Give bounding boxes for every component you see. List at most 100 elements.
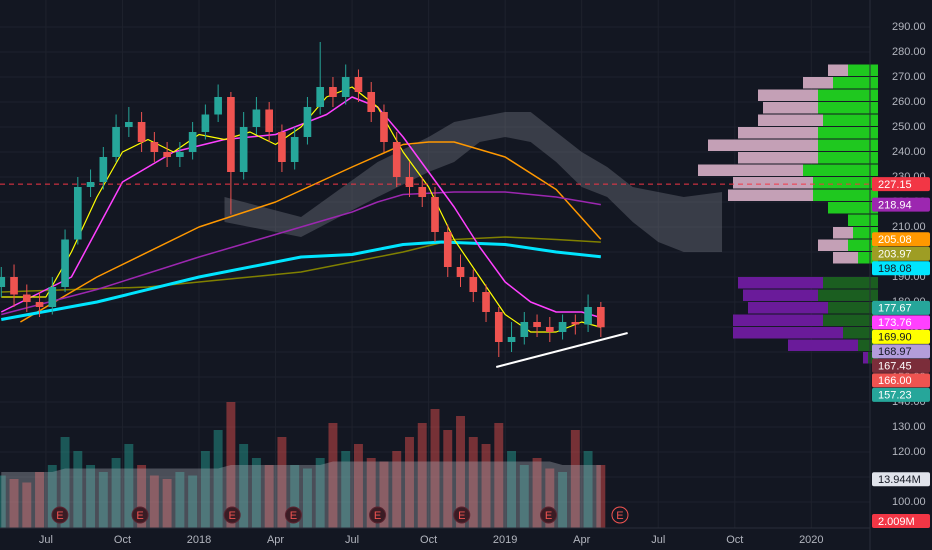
profile-down: [733, 314, 823, 326]
price-label-box: [872, 472, 930, 487]
candle-body: [22, 294, 31, 302]
price-label: 157.23: [878, 390, 912, 402]
candle-body: [558, 322, 567, 332]
volume-bar: [353, 444, 363, 528]
earnings-marker: [284, 506, 302, 524]
volume-bar: [188, 475, 198, 528]
profile-up: [818, 139, 878, 151]
volume-bar: [239, 444, 249, 528]
volume-bar: [277, 437, 287, 528]
volume-bar: [22, 482, 32, 528]
volume-bar: [405, 437, 414, 528]
price-label: 227.15: [878, 179, 912, 191]
profile-up: [818, 152, 878, 164]
volume: [0, 402, 606, 528]
profile-up: [833, 77, 878, 89]
x-tick-label: Apr: [267, 534, 284, 546]
earnings-label: E: [458, 510, 465, 522]
price-label-box: [872, 177, 930, 192]
price-label: 173.76: [878, 317, 912, 329]
indicator-line: [1, 86, 601, 333]
price-label-box: [872, 246, 930, 261]
earnings-marker: [51, 506, 69, 524]
earnings-marker: [369, 506, 387, 524]
price-label: 205.08: [878, 234, 912, 246]
volume-bar: [60, 437, 70, 528]
price-label-box: [872, 387, 930, 402]
profile-down: [758, 114, 823, 126]
profile-down: [698, 164, 803, 176]
candle-body: [494, 312, 503, 342]
candle-body: [456, 267, 465, 277]
candle-body: [329, 87, 337, 97]
y-tick-label: 260.00: [892, 96, 926, 108]
y-tick-label: 100.00: [892, 496, 926, 508]
y-tick-label: 270.00: [892, 71, 926, 83]
volume-bar: [417, 423, 427, 528]
volume-bar: [366, 458, 376, 528]
earnings-label: E: [290, 510, 297, 522]
x-tick-label: Jul: [39, 534, 53, 546]
profile: [698, 64, 878, 364]
x-tick-label: 2018: [187, 534, 211, 546]
volume-bar: [213, 430, 223, 528]
profile-down: [728, 189, 813, 201]
earnings-label: E: [374, 510, 381, 522]
profile-up: [858, 252, 878, 264]
price-label: 177.67: [878, 303, 912, 315]
candle-body: [112, 127, 120, 157]
candle-body: [584, 307, 592, 325]
candle-body: [252, 109, 261, 127]
candle-body: [520, 322, 529, 337]
profile-down: [763, 102, 818, 114]
candle-body: [227, 97, 235, 172]
volume-bar: [47, 465, 57, 528]
earnings-label: E: [228, 510, 235, 522]
indicator-line: [20, 141, 602, 323]
volume-bar: [507, 451, 517, 528]
x-tick-label: 2020: [799, 534, 823, 546]
volume-bar: [162, 479, 172, 528]
profile-up: [828, 202, 878, 214]
profile-up: [818, 127, 878, 139]
candle-body: [48, 287, 57, 307]
volume-bar: [149, 475, 159, 528]
candle-body: [86, 182, 95, 187]
earnings-marker: [453, 506, 471, 524]
candle-body: [380, 112, 388, 142]
earnings-label: E: [136, 510, 143, 522]
candle-body: [73, 187, 82, 240]
x-tick-label: 2019: [493, 534, 517, 546]
price-label-box: [872, 232, 930, 247]
volume-bar: [558, 472, 568, 528]
candle-body: [367, 92, 376, 112]
price-label-box: [872, 373, 930, 388]
price-label: 166.00: [878, 375, 912, 387]
price-label-box: [872, 513, 930, 528]
volume-bar: [35, 472, 45, 528]
y-tick-label: 130.00: [892, 421, 926, 433]
volume-bar: [200, 451, 210, 528]
candle-body: [507, 337, 516, 342]
price-label: 169.90: [878, 332, 912, 344]
profile-down: [733, 177, 813, 189]
earnings-marker: [131, 506, 149, 524]
candle-body: [597, 307, 605, 328]
x-tick-label: Oct: [114, 534, 131, 546]
volume-bar: [9, 479, 19, 528]
volume-bar: [111, 458, 121, 528]
candle-body: [214, 97, 222, 115]
volume-bar: [379, 461, 389, 528]
candle-body: [341, 77, 350, 97]
indicator-line: [495, 332, 628, 368]
volume-bar: [226, 402, 236, 528]
candle-body: [316, 87, 325, 107]
candle-body: [150, 142, 159, 152]
candle-body: [188, 132, 197, 152]
volume-bar: [302, 468, 312, 528]
profile-down: [833, 227, 853, 239]
candle-body: [469, 277, 478, 292]
price-label-box: [872, 329, 930, 344]
candle-body: [239, 127, 248, 172]
